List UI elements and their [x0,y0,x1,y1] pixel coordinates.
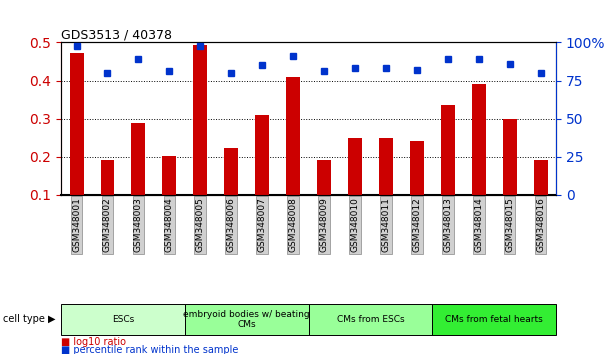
Bar [224,148,238,233]
Bar [70,53,84,233]
Text: ■ log10 ratio: ■ log10 ratio [61,337,126,347]
Bar [379,138,393,233]
Text: ■ percentile rank within the sample: ■ percentile rank within the sample [61,346,238,354]
Bar [441,105,455,233]
Bar [472,84,486,233]
Bar [255,115,269,233]
Bar [533,160,547,233]
Text: CMs from ESCs: CMs from ESCs [337,315,404,324]
Text: embryoid bodies w/ beating
CMs: embryoid bodies w/ beating CMs [183,310,310,329]
Bar [410,141,424,233]
Bar [193,45,207,233]
Bar [348,138,362,233]
Bar [163,156,177,233]
Bar [286,77,300,233]
Bar [101,160,114,233]
Bar [317,160,331,233]
Bar [503,119,516,233]
Text: ESCs: ESCs [112,315,134,324]
Text: CMs from fetal hearts: CMs from fetal hearts [445,315,543,324]
Text: cell type ▶: cell type ▶ [3,314,56,325]
Text: GDS3513 / 40378: GDS3513 / 40378 [61,28,172,41]
Bar [131,123,145,233]
